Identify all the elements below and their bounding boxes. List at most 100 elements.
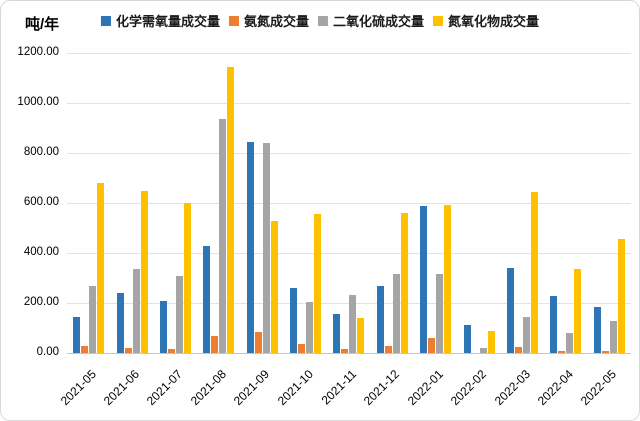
bar [298, 344, 306, 353]
bar-group-2021-12 [371, 212, 414, 353]
bar [515, 346, 523, 353]
x-tick-label: 2022-05 [578, 367, 620, 409]
bar [183, 203, 191, 353]
bar [124, 348, 132, 353]
bar [601, 351, 609, 353]
x-axis-line [67, 353, 631, 354]
legend-item: 氨氮成交量 [228, 11, 309, 30]
y-tick-label: 600.00 [23, 196, 59, 208]
bar [116, 293, 124, 353]
bar [314, 213, 322, 353]
legend-label: 二氧化硫成交量 [333, 14, 425, 29]
bar [167, 349, 175, 353]
bar [593, 306, 601, 353]
bar [140, 190, 148, 353]
legend-marker [318, 15, 328, 26]
bar [203, 245, 211, 353]
x-tick-label: 2021-09 [231, 367, 273, 409]
legend-marker [433, 15, 444, 26]
x-tick-label: 2021-07 [144, 367, 186, 409]
bar-group-2022-03 [501, 191, 544, 353]
legend-marker [228, 15, 239, 26]
gridline [67, 153, 631, 154]
bar [159, 300, 167, 353]
x-tick-label: 2021-11 [318, 367, 359, 408]
bar-group-2022-02 [457, 324, 500, 353]
bar [341, 349, 349, 353]
gridline [67, 203, 631, 204]
bar [357, 318, 365, 353]
bar [227, 66, 235, 353]
bar [254, 332, 262, 353]
bar [400, 212, 408, 353]
bar [73, 317, 81, 353]
chart-legend: 化学需氧量成交量 氨氮成交量 二氧化硫成交量 氮氧化物成交量 [100, 11, 539, 30]
bar [617, 238, 625, 353]
bar [97, 182, 105, 353]
legend-item: 化学需氧量成交量 [100, 11, 220, 30]
bar [262, 143, 270, 353]
bar [246, 141, 254, 353]
bar-group-2021-11 [327, 294, 370, 353]
x-tick-label: 2021-10 [274, 367, 316, 409]
bar [609, 320, 617, 353]
legend-label: 化学需氧量成交量 [115, 14, 220, 29]
y-tick-label: 800.00 [23, 146, 59, 158]
bar [507, 267, 515, 353]
bar [523, 317, 531, 353]
bar [428, 338, 436, 353]
bar [290, 287, 298, 353]
bar [487, 330, 495, 353]
y-tick-label: 0.00 [36, 346, 59, 358]
bar [574, 269, 582, 353]
bar-group-2021-09 [241, 141, 284, 353]
legend-label: 氮氧化物成交量 [448, 14, 540, 29]
legend-item: 二氧化硫成交量 [318, 11, 424, 30]
bar [306, 302, 314, 353]
x-tick-label: 2021-08 [187, 367, 229, 409]
bar [376, 286, 384, 353]
bar [384, 346, 392, 353]
gridline [67, 253, 631, 254]
y-tick-label: 1200.00 [17, 46, 59, 58]
bar [81, 346, 89, 353]
y-axis-unit-label: 吨/年 [25, 16, 60, 33]
bar-group-2022-05 [588, 238, 631, 353]
x-tick-label: 2021-12 [361, 367, 403, 409]
bar [392, 274, 400, 353]
bar [349, 294, 357, 353]
bar-group-2021-07 [154, 203, 197, 353]
bar-group-2021-08 [197, 66, 240, 353]
bar [89, 285, 97, 353]
bar-group-2021-06 [110, 190, 153, 353]
bar [531, 191, 539, 353]
bar-group-2022-01 [414, 205, 457, 353]
x-tick-label: 2021-05 [57, 367, 99, 409]
plot-area [67, 53, 631, 354]
bar [270, 221, 278, 353]
bar [219, 118, 227, 353]
bar [566, 333, 574, 353]
x-tick-label: 2022-04 [534, 367, 576, 409]
bar [558, 351, 566, 353]
bar [463, 324, 471, 353]
x-tick-label: 2021-06 [100, 367, 142, 409]
y-tick-label: 400.00 [23, 246, 59, 258]
bar [175, 276, 183, 353]
bar-group-2021-10 [284, 213, 327, 353]
legend-item: 氮氧化物成交量 [433, 11, 539, 30]
gridline [67, 53, 631, 54]
gridline [67, 303, 631, 304]
bar [550, 295, 558, 353]
x-tick-label: 2022-01 [404, 367, 446, 409]
bar-group-2021-05 [67, 182, 110, 353]
y-tick-label: 1000.00 [17, 96, 59, 108]
bar [479, 347, 487, 353]
bar [333, 313, 341, 353]
legend-label: 氨氮成交量 [243, 14, 309, 29]
bar-group-2022-04 [544, 269, 587, 353]
legend-marker [100, 15, 111, 26]
bar [132, 268, 140, 353]
x-tick-label: 2022-03 [491, 367, 533, 409]
